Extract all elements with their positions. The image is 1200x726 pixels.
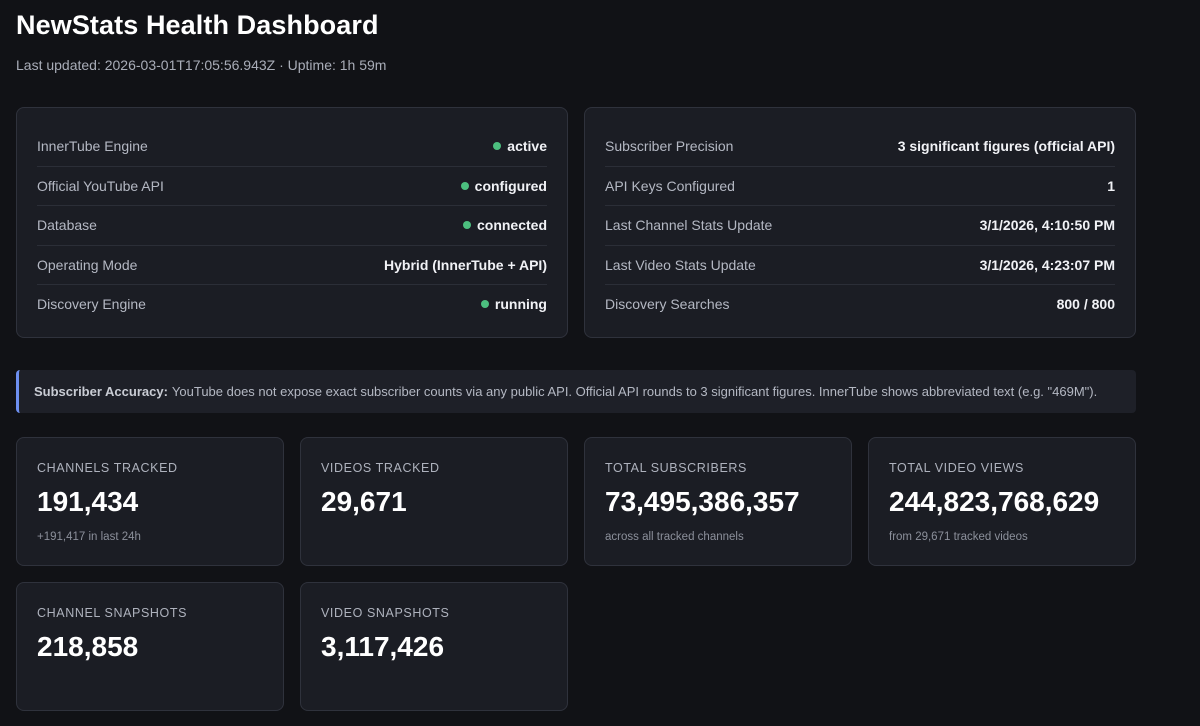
info-value: 3/1/2026, 4:10:50 PM (979, 217, 1115, 234)
info-value: 3/1/2026, 4:23:07 PM (979, 256, 1115, 273)
status-value: Hybrid (InnerTube + API) (384, 256, 547, 273)
status-dot-icon (460, 181, 469, 190)
stat-value: 191,434 (37, 486, 139, 517)
status-label: Official YouTube API (37, 177, 164, 194)
stat-value: 3,117,426 (321, 631, 445, 662)
stat-label: CHANNEL SNAPSHOTS (37, 606, 188, 620)
stat-card-videos-tracked: VIDEOS TRACKED 29,671 (300, 437, 568, 566)
status-row-innertube: InnerTube Engine active (37, 127, 547, 167)
stat-value: 244,823,768,629 (889, 486, 1100, 517)
status-value: connected (476, 217, 547, 234)
stat-card-total-video-views: TOTAL VIDEO VIEWS 244,823,768,629 from 2… (868, 437, 1136, 566)
stat-card-video-snapshots: VIDEO SNAPSHOTS 3,117,426 (300, 582, 568, 711)
status-label: Discovery Engine (37, 296, 146, 313)
info-label: Last Channel Stats Update (605, 217, 773, 234)
system-info-panel: Subscriber Precision 3 significant figur… (584, 107, 1136, 338)
status-dot-icon (480, 300, 489, 309)
info-label: Last Video Stats Update (605, 256, 756, 273)
last-updated-meta: Last updated: 2026-03-01T17:05:56.943Z ·… (16, 57, 387, 73)
status-dot-icon (493, 142, 502, 151)
status-label: Database (37, 217, 97, 234)
status-label: InnerTube Engine (37, 138, 148, 155)
status-value: running (494, 296, 547, 313)
info-row-api-keys: API Keys Configured 1 (605, 167, 1115, 206)
stat-subtext: from 29,671 tracked videos (889, 531, 1028, 543)
info-row-last-channel-update: Last Channel Stats Update 3/1/2026, 4:10… (605, 206, 1115, 246)
status-value: configured (474, 177, 547, 194)
status-label: Operating Mode (37, 256, 138, 273)
info-label: API Keys Configured (605, 177, 735, 194)
status-row-database: Database connected (37, 206, 547, 246)
status-dot-icon (462, 221, 471, 230)
stat-card-channels-tracked: CHANNELS TRACKED 191,434 +191,417 in las… (16, 437, 284, 566)
stats-grid: CHANNELS TRACKED 191,434 +191,417 in las… (16, 437, 1136, 711)
notice-title: Subscriber Accuracy: (34, 384, 168, 399)
status-row-discovery-engine: Discovery Engine running (37, 285, 547, 324)
status-value: active (507, 138, 547, 155)
info-row-subscriber-precision: Subscriber Precision 3 significant figur… (605, 127, 1115, 167)
info-value: 1 (1107, 177, 1115, 194)
stat-card-channel-snapshots: CHANNEL SNAPSHOTS 218,858 (16, 582, 284, 711)
stat-value: 73,495,386,357 (605, 486, 800, 517)
status-row-operating-mode: Operating Mode Hybrid (InnerTube + API) (37, 246, 547, 285)
stat-subtext: across all tracked channels (605, 531, 744, 543)
notice-text: YouTube does not expose exact subscriber… (171, 384, 1098, 399)
system-status-panel: InnerTube Engine active Official YouTube… (16, 107, 568, 338)
info-label: Subscriber Precision (605, 138, 734, 155)
subscriber-accuracy-notice: Subscriber Accuracy: YouTube does not ex… (16, 370, 1136, 413)
status-row-official-api: Official YouTube API configured (37, 167, 547, 206)
stat-value: 218,858 (37, 631, 139, 662)
stat-subtext: +191,417 in last 24h (37, 531, 141, 543)
stat-label: TOTAL VIDEO VIEWS (889, 461, 1024, 475)
info-value: 800 / 800 (1056, 296, 1115, 313)
stat-label: TOTAL SUBSCRIBERS (605, 461, 747, 475)
page-title: NewStats Health Dashboard (16, 10, 379, 40)
stat-label: VIDEO SNAPSHOTS (321, 606, 450, 620)
info-label: Discovery Searches (605, 296, 730, 313)
stat-card-total-subscribers: TOTAL SUBSCRIBERS 73,495,386,357 across … (584, 437, 852, 566)
stat-label: VIDEOS TRACKED (321, 461, 440, 475)
info-row-last-video-update: Last Video Stats Update 3/1/2026, 4:23:0… (605, 246, 1115, 285)
status-panels: InnerTube Engine active Official YouTube… (16, 107, 1136, 338)
info-row-discovery-searches: Discovery Searches 800 / 800 (605, 285, 1115, 324)
stat-label: CHANNELS TRACKED (37, 461, 178, 475)
info-value: 3 significant figures (official API) (897, 138, 1115, 155)
stat-value: 29,671 (321, 486, 407, 517)
